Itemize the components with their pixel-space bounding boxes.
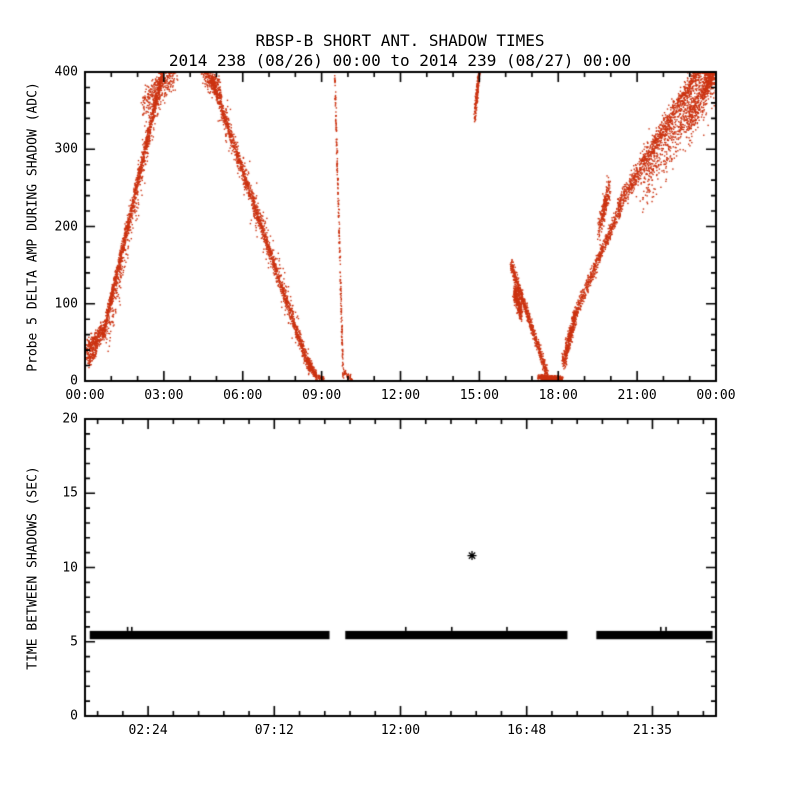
panel1-x-tick-label: 21:35 bbox=[632, 723, 673, 738]
panel1-x-tick-label: 16:48 bbox=[507, 723, 547, 738]
chart-title: RBSP-B SHORT ANT. SHADOW TIMES bbox=[255, 31, 545, 50]
panel0-y-tick-label: 200 bbox=[54, 219, 78, 234]
panel0-x-tick-label: 21:00 bbox=[617, 388, 657, 403]
panel0-x-tick-label: 15:00 bbox=[459, 388, 499, 403]
panel0-x-tick-label: 00:00 bbox=[696, 388, 736, 403]
bottom-panel-y-axis-label: TIME BETWEEN SHADOWS (SEC) bbox=[25, 466, 41, 670]
panel0-y-tick-label: 100 bbox=[54, 296, 78, 312]
panel0-x-tick-label: 00:00 bbox=[65, 388, 105, 403]
panel0-y-tick-label: 400 bbox=[54, 64, 78, 80]
panel1-x-tick-label: 07:12 bbox=[254, 723, 294, 738]
panel0-x-tick-label: 12:00 bbox=[380, 388, 421, 403]
panel1-y-tick-label: 0 bbox=[70, 708, 78, 724]
panel1-y-tick-label: 20 bbox=[62, 411, 78, 427]
panel0-x-tick-label: 06:00 bbox=[223, 388, 263, 403]
top-panel-y-axis-label: Probe 5 DELTA AMP DURING SHADOW (ADC) bbox=[25, 82, 41, 372]
panel1-y-tick-label: 15 bbox=[62, 485, 78, 501]
panel0-x-tick-label: 09:00 bbox=[302, 388, 342, 403]
panel0-x-tick-label: 18:00 bbox=[538, 388, 578, 403]
panel0-x-tick-label: 03:00 bbox=[144, 388, 184, 403]
panel0-y-tick-label: 0 bbox=[70, 373, 78, 389]
panel1-y-tick-label: 5 bbox=[70, 634, 78, 650]
chart-subtitle: 2014 238 (08/26) 00:00 to 2014 239 (08/2… bbox=[168, 51, 632, 70]
panel1-y-tick-label: 10 bbox=[62, 560, 78, 575]
panel1-x-tick-label: 02:24 bbox=[128, 723, 168, 738]
panel1-x-tick-label: 12:00 bbox=[380, 723, 421, 738]
panel0-y-tick-label: 300 bbox=[54, 141, 78, 157]
